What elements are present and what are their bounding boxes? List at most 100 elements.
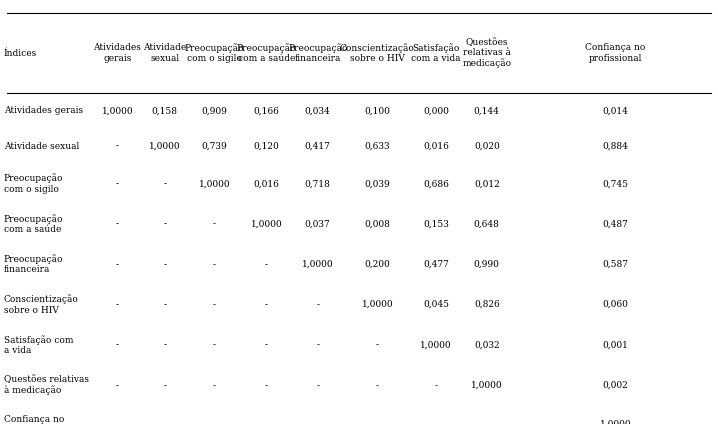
Text: 0,587: 0,587 xyxy=(602,260,628,269)
Text: -: - xyxy=(376,420,379,424)
Text: -: - xyxy=(213,381,216,390)
Text: 0,000: 0,000 xyxy=(423,106,449,115)
Text: -: - xyxy=(213,340,216,349)
Text: 0,060: 0,060 xyxy=(602,300,628,309)
Text: Atividade sexual: Atividade sexual xyxy=(4,142,79,151)
Text: 0,032: 0,032 xyxy=(474,340,500,349)
Text: -: - xyxy=(213,220,216,229)
Text: -: - xyxy=(316,420,320,424)
Text: 0,020: 0,020 xyxy=(474,142,500,151)
Text: -: - xyxy=(265,340,268,349)
Text: 0,633: 0,633 xyxy=(365,142,390,151)
Text: -: - xyxy=(116,142,119,151)
Text: Conscientização
sobre o HIV: Conscientização sobre o HIV xyxy=(4,295,78,315)
Text: -: - xyxy=(163,420,167,424)
Text: Atividade
sexual: Atividade sexual xyxy=(143,43,187,63)
Text: -: - xyxy=(163,260,167,269)
Text: -: - xyxy=(116,420,119,424)
Text: Atividades gerais: Atividades gerais xyxy=(4,106,83,115)
Text: 1,0000: 1,0000 xyxy=(101,106,134,115)
Text: 0,909: 0,909 xyxy=(201,106,228,115)
Text: -: - xyxy=(485,420,488,424)
Text: 0,144: 0,144 xyxy=(474,106,500,115)
Text: Confiança no
profissional: Confiança no profissional xyxy=(585,43,645,63)
Text: Confiança no
profissional: Confiança no profissional xyxy=(4,415,64,424)
Text: -: - xyxy=(316,300,320,309)
Text: 0,034: 0,034 xyxy=(305,106,330,115)
Text: Preocupação
com a saúde: Preocupação com a saúde xyxy=(237,43,296,63)
Text: Preocupação
com a saúde: Preocupação com a saúde xyxy=(4,214,63,234)
Text: 0,884: 0,884 xyxy=(602,142,628,151)
Text: Satisfação
com a vida: Satisfação com a vida xyxy=(411,43,461,63)
Text: 0,008: 0,008 xyxy=(364,220,391,229)
Text: 1,0000: 1,0000 xyxy=(420,340,452,349)
Text: 1,0000: 1,0000 xyxy=(361,300,393,309)
Text: -: - xyxy=(213,300,216,309)
Text: -: - xyxy=(434,420,438,424)
Text: -: - xyxy=(116,260,119,269)
Text: -: - xyxy=(116,381,119,390)
Text: -: - xyxy=(213,260,216,269)
Text: -: - xyxy=(376,340,379,349)
Text: 0,477: 0,477 xyxy=(423,260,449,269)
Text: -: - xyxy=(265,420,268,424)
Text: 0,718: 0,718 xyxy=(304,179,331,188)
Text: 0,158: 0,158 xyxy=(151,106,178,115)
Text: 0,039: 0,039 xyxy=(365,179,390,188)
Text: 0,200: 0,200 xyxy=(365,260,390,269)
Text: Questões
relativas à
medicação: Questões relativas à medicação xyxy=(462,38,511,68)
Text: -: - xyxy=(265,381,268,390)
Text: -: - xyxy=(163,340,167,349)
Text: 0,487: 0,487 xyxy=(602,220,628,229)
Text: 1,0000: 1,0000 xyxy=(149,142,181,151)
Text: Conscientização
sobre o HIV: Conscientização sobre o HIV xyxy=(340,43,415,63)
Text: 0,745: 0,745 xyxy=(602,179,628,188)
Text: -: - xyxy=(163,381,167,390)
Text: 0,045: 0,045 xyxy=(423,300,449,309)
Text: -: - xyxy=(265,300,268,309)
Text: Questões relativas
à medicação: Questões relativas à medicação xyxy=(4,375,88,396)
Text: -: - xyxy=(316,340,320,349)
Text: -: - xyxy=(163,179,167,188)
Text: 0,016: 0,016 xyxy=(423,142,449,151)
Text: Atividades
gerais: Atividades gerais xyxy=(93,43,141,63)
Text: 0,001: 0,001 xyxy=(602,340,628,349)
Text: 1,0000: 1,0000 xyxy=(251,220,282,229)
Text: 0,002: 0,002 xyxy=(602,381,628,390)
Text: 0,012: 0,012 xyxy=(474,179,500,188)
Text: 0,648: 0,648 xyxy=(474,220,500,229)
Text: -: - xyxy=(116,179,119,188)
Text: Satisfação com
a vida: Satisfação com a vida xyxy=(4,335,73,355)
Text: -: - xyxy=(163,300,167,309)
Text: -: - xyxy=(434,381,438,390)
Text: 1,0000: 1,0000 xyxy=(600,420,631,424)
Text: -: - xyxy=(163,220,167,229)
Text: Preocupação
com o sigilo: Preocupação com o sigilo xyxy=(185,43,244,63)
Text: 0,120: 0,120 xyxy=(253,142,279,151)
Text: 0,037: 0,037 xyxy=(305,220,330,229)
Text: Preocupação
financeira: Preocupação financeira xyxy=(288,43,348,63)
Text: -: - xyxy=(213,420,216,424)
Text: -: - xyxy=(116,220,119,229)
Text: 1,0000: 1,0000 xyxy=(198,179,230,188)
Text: 0,016: 0,016 xyxy=(253,179,279,188)
Text: 1,0000: 1,0000 xyxy=(302,260,334,269)
Text: 0,153: 0,153 xyxy=(423,220,449,229)
Text: 0,990: 0,990 xyxy=(474,260,500,269)
Text: 0,739: 0,739 xyxy=(202,142,227,151)
Text: 0,014: 0,014 xyxy=(602,106,628,115)
Text: Preocupação
com o sigilo: Preocupação com o sigilo xyxy=(4,174,63,194)
Text: 0,166: 0,166 xyxy=(253,106,279,115)
Text: -: - xyxy=(116,340,119,349)
Text: Preocupação
financeira: Preocupação financeira xyxy=(4,254,63,274)
Text: 0,826: 0,826 xyxy=(474,300,500,309)
Text: 0,100: 0,100 xyxy=(364,106,391,115)
Text: -: - xyxy=(265,260,268,269)
Text: -: - xyxy=(116,300,119,309)
Text: 1,0000: 1,0000 xyxy=(471,381,503,390)
Text: 0,686: 0,686 xyxy=(423,179,449,188)
Text: -: - xyxy=(376,381,379,390)
Text: -: - xyxy=(316,381,320,390)
Text: Índices: Índices xyxy=(4,48,37,58)
Text: 0,417: 0,417 xyxy=(304,142,331,151)
